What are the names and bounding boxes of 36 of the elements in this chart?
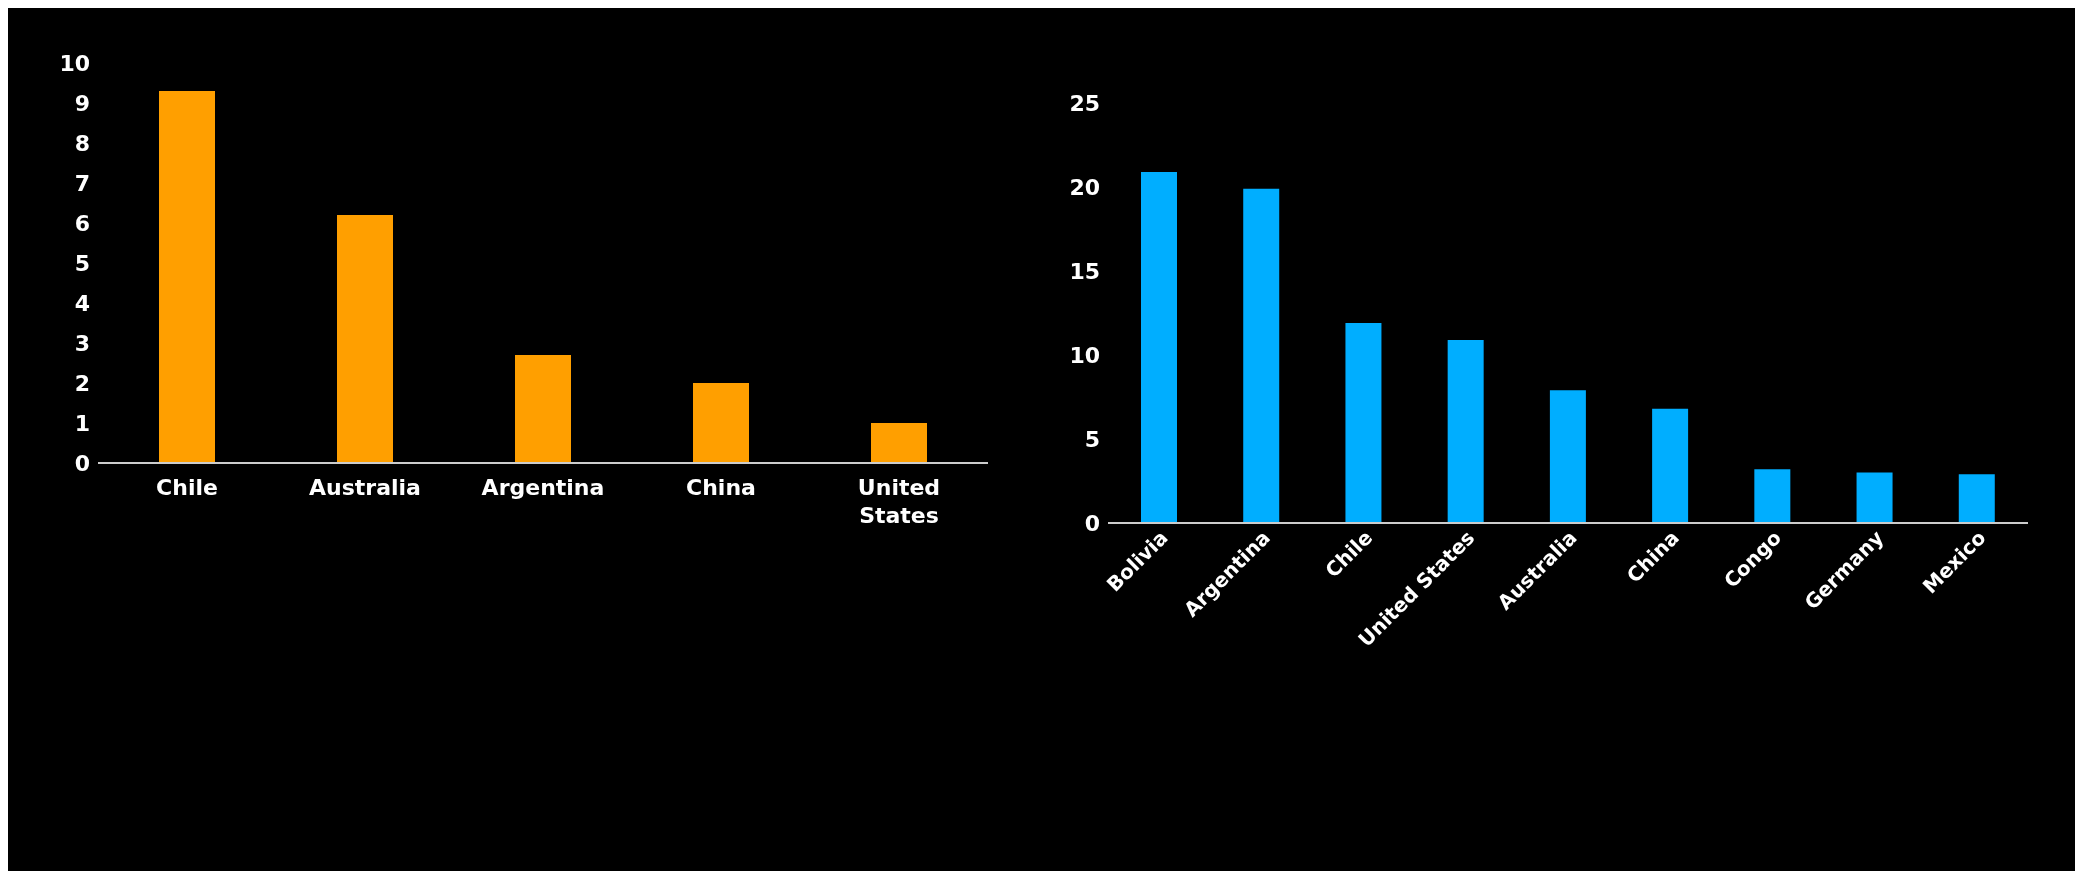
y-tick-label: 25	[1069, 90, 1100, 116]
bar	[159, 91, 215, 463]
bar	[693, 383, 749, 463]
y-tick-label: 15	[1069, 258, 1100, 284]
x-tick-label: Chile	[156, 475, 218, 500]
bar	[1447, 339, 1484, 523]
bar	[1345, 323, 1382, 523]
bar	[337, 215, 393, 463]
y-tick-label: 0	[1084, 510, 1100, 536]
bar	[1141, 171, 1177, 523]
bar	[1549, 390, 1586, 523]
y-tick-label: 5	[1084, 426, 1100, 452]
bar	[515, 355, 571, 463]
y-tick-label: 8	[74, 130, 90, 156]
x-tick-label: Argentina	[481, 475, 605, 500]
y-tick-label: 7	[74, 170, 90, 196]
bar	[871, 423, 927, 463]
x-tick-label: United States	[857, 475, 941, 528]
y-tick-label: 2	[74, 370, 90, 396]
y-tick-label: 9	[74, 90, 90, 116]
y-tick-label: 20	[1069, 174, 1100, 200]
y-tick-label: 5	[74, 250, 90, 276]
bar	[1856, 472, 1893, 523]
y-tick-label: 1	[74, 410, 90, 436]
y-tick-label: 3	[74, 330, 90, 356]
x-tick-label: Australia	[309, 475, 421, 500]
bar	[1652, 408, 1689, 523]
bar	[1958, 474, 1995, 523]
x-tick-label: China	[686, 475, 756, 500]
y-tick-label: 0	[74, 450, 90, 476]
bar	[1754, 469, 1791, 523]
y-tick-label: 4	[74, 290, 90, 316]
y-tick-label: 10	[59, 50, 90, 76]
y-tick-label: 6	[74, 210, 90, 236]
y-tick-label: 10	[1069, 342, 1100, 368]
bar	[1243, 188, 1280, 523]
